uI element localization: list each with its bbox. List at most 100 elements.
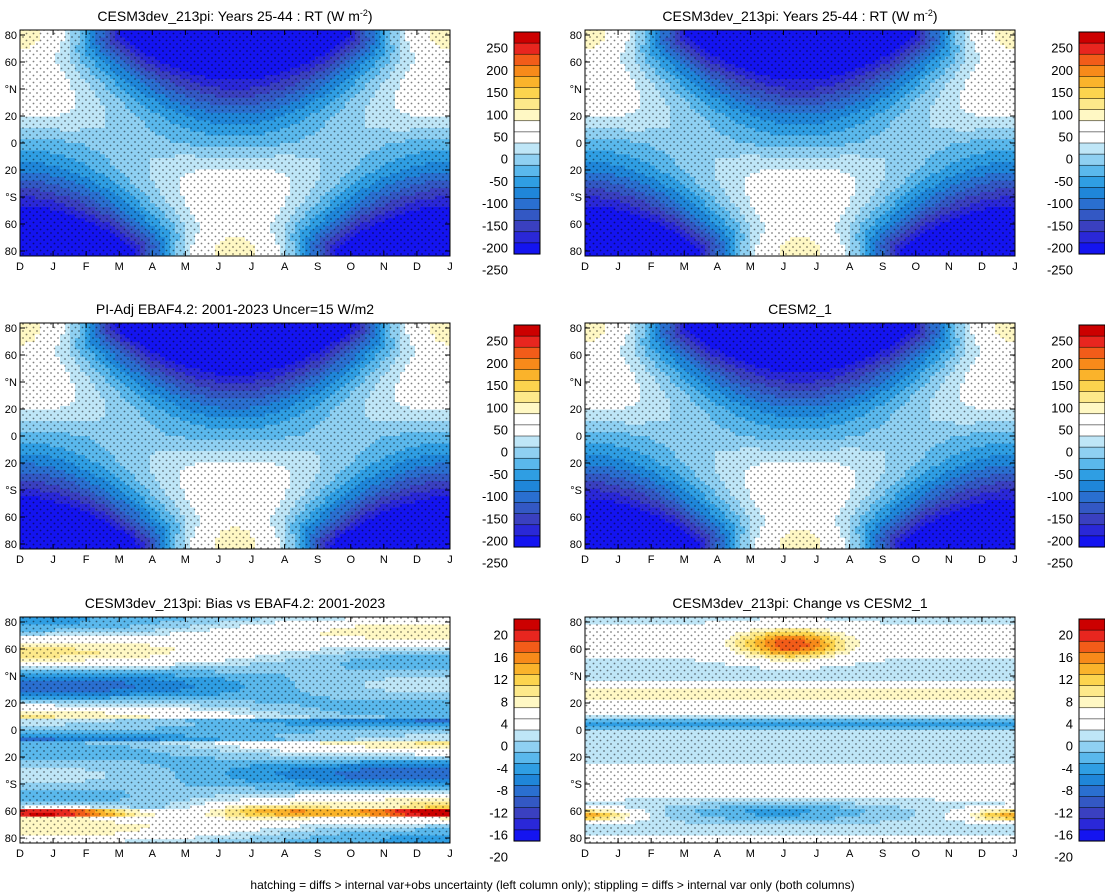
colorbar-label: -8	[1061, 783, 1073, 798]
x-tick-label: A	[149, 848, 157, 860]
x-tick-label: N	[945, 261, 953, 273]
y-tick-label: 60	[5, 57, 17, 69]
colorbar-swatch	[514, 641, 540, 652]
colorbar-label: -4	[496, 761, 508, 776]
colorbar-label: -20	[1054, 850, 1073, 865]
colorbar-swatch	[1079, 187, 1105, 198]
colorbar-swatch	[1079, 414, 1105, 425]
colorbar-swatch	[514, 99, 540, 110]
y-tick-label: 20	[5, 404, 17, 416]
colorbar-swatch	[514, 763, 540, 774]
colorbar-swatch	[514, 458, 540, 469]
y-tick-label: 0	[576, 725, 582, 737]
colorbar-swatch	[1079, 536, 1105, 547]
x-tick-label: S	[314, 848, 321, 860]
y-tick-label: 60	[570, 806, 582, 818]
y-tick-label: °S	[5, 779, 17, 791]
colorbar-swatch	[1079, 65, 1105, 76]
colorbar-label: -100	[482, 196, 508, 211]
colorbar-swatch	[514, 143, 540, 154]
colorbar-label: -12	[489, 805, 508, 820]
panel-5: CESM3dev_213pi: Bias vs EBAF4.2: 2001-20…	[5, 595, 540, 865]
colorbar-swatch	[514, 336, 540, 347]
y-tick-label: 20	[5, 752, 17, 764]
panel-title: PI-Adj EBAF4.2: 2001-2023 Uncer=15 W/m2	[96, 301, 374, 317]
x-tick-label: D	[413, 261, 421, 273]
stippling-overlay	[20, 30, 450, 256]
title-superscript: -2	[360, 8, 368, 18]
colorbar-label: 100	[486, 400, 508, 415]
x-tick-label: O	[911, 554, 920, 566]
colorbar-label: 0	[501, 445, 508, 460]
y-tick-label: 0	[11, 725, 17, 737]
y-tick-label: 80	[570, 617, 582, 629]
colorbar-label: -20	[489, 850, 508, 865]
y-tick-label: 0	[576, 138, 582, 150]
colorbar-label: -100	[1047, 489, 1073, 504]
x-tick-label: N	[380, 848, 388, 860]
x-tick-label: M	[680, 554, 689, 566]
colorbar-swatch	[514, 243, 540, 254]
y-tick-label: 20	[570, 698, 582, 710]
x-tick-label: F	[83, 554, 90, 566]
colorbar-label: 150	[1051, 378, 1073, 393]
stippling-overlay	[20, 323, 450, 549]
colorbar-label: 12	[1059, 672, 1073, 687]
colorbar-label: -16	[1054, 827, 1073, 842]
colorbar-swatch	[514, 232, 540, 243]
x-tick-label: F	[648, 261, 655, 273]
figure-canvas: CESM3dev_213pi: Years 25-44 : RT (W m-2)…	[0, 0, 1105, 876]
x-tick-label: S	[879, 848, 886, 860]
panel-6: CESM3dev_213pi: Change vs CESM2_1D J F M A M J…	[570, 595, 1105, 865]
colorbar-swatch	[514, 76, 540, 87]
x-tick-label: J	[781, 554, 787, 566]
y-tick-label: 60	[5, 644, 17, 656]
colorbar-swatch	[514, 675, 540, 686]
colorbar-label: 100	[486, 107, 508, 122]
x-tick-label: J	[216, 261, 222, 273]
y-tick-label: °S	[570, 192, 582, 204]
x-tick-label: J	[447, 554, 453, 566]
panel-2: CESM3dev_213pi: Years 25-44 : RT (W m-2)…	[570, 8, 1105, 278]
panel-4: CESM2_1D J F M A M J J A S O N D J8060°N20020°S608025…	[570, 301, 1105, 571]
x-tick-label: F	[648, 848, 655, 860]
colorbar-label: -200	[482, 533, 508, 548]
colorbar-swatch	[1079, 436, 1105, 447]
colorbar-swatch	[1079, 143, 1105, 154]
colorbar-label: -4	[1061, 761, 1073, 776]
colorbar-swatch	[1079, 697, 1105, 708]
x-tick-label: M	[181, 554, 190, 566]
x-tick-label: D	[16, 848, 24, 860]
colorbar-swatch	[514, 325, 540, 336]
y-tick-label: 20	[570, 111, 582, 123]
colorbar-swatch	[514, 381, 540, 392]
colorbar-label: -50	[1054, 467, 1073, 482]
x-tick-label: N	[380, 554, 388, 566]
colorbar-swatch	[1079, 492, 1105, 503]
colorbar-swatch	[514, 619, 540, 630]
colorbar-swatch	[514, 414, 540, 425]
colorbar-swatch	[1079, 797, 1105, 808]
y-tick-label: 80	[570, 323, 582, 335]
colorbar-swatch	[514, 121, 540, 132]
colorbar-swatch	[514, 630, 540, 641]
x-tick-label: J	[216, 554, 222, 566]
colorbar-swatch	[514, 830, 540, 841]
colorbar-label: 12	[494, 672, 508, 687]
colorbar-swatch	[514, 514, 540, 525]
y-tick-label: °S	[5, 485, 17, 497]
colorbar-swatch	[1079, 808, 1105, 819]
colorbar-swatch	[514, 774, 540, 785]
y-tick-label: °N	[570, 377, 582, 389]
colorbar-swatch	[514, 210, 540, 221]
colorbar-swatch	[514, 436, 540, 447]
x-tick-label: N	[945, 554, 953, 566]
x-tick-label: O	[911, 261, 920, 273]
colorbar-swatch	[514, 503, 540, 514]
x-tick-label: J	[615, 554, 621, 566]
colorbar-label: -8	[496, 783, 508, 798]
x-tick-label: J	[447, 848, 453, 860]
x-tick-label: S	[879, 261, 886, 273]
colorbar-swatch	[1079, 480, 1105, 491]
